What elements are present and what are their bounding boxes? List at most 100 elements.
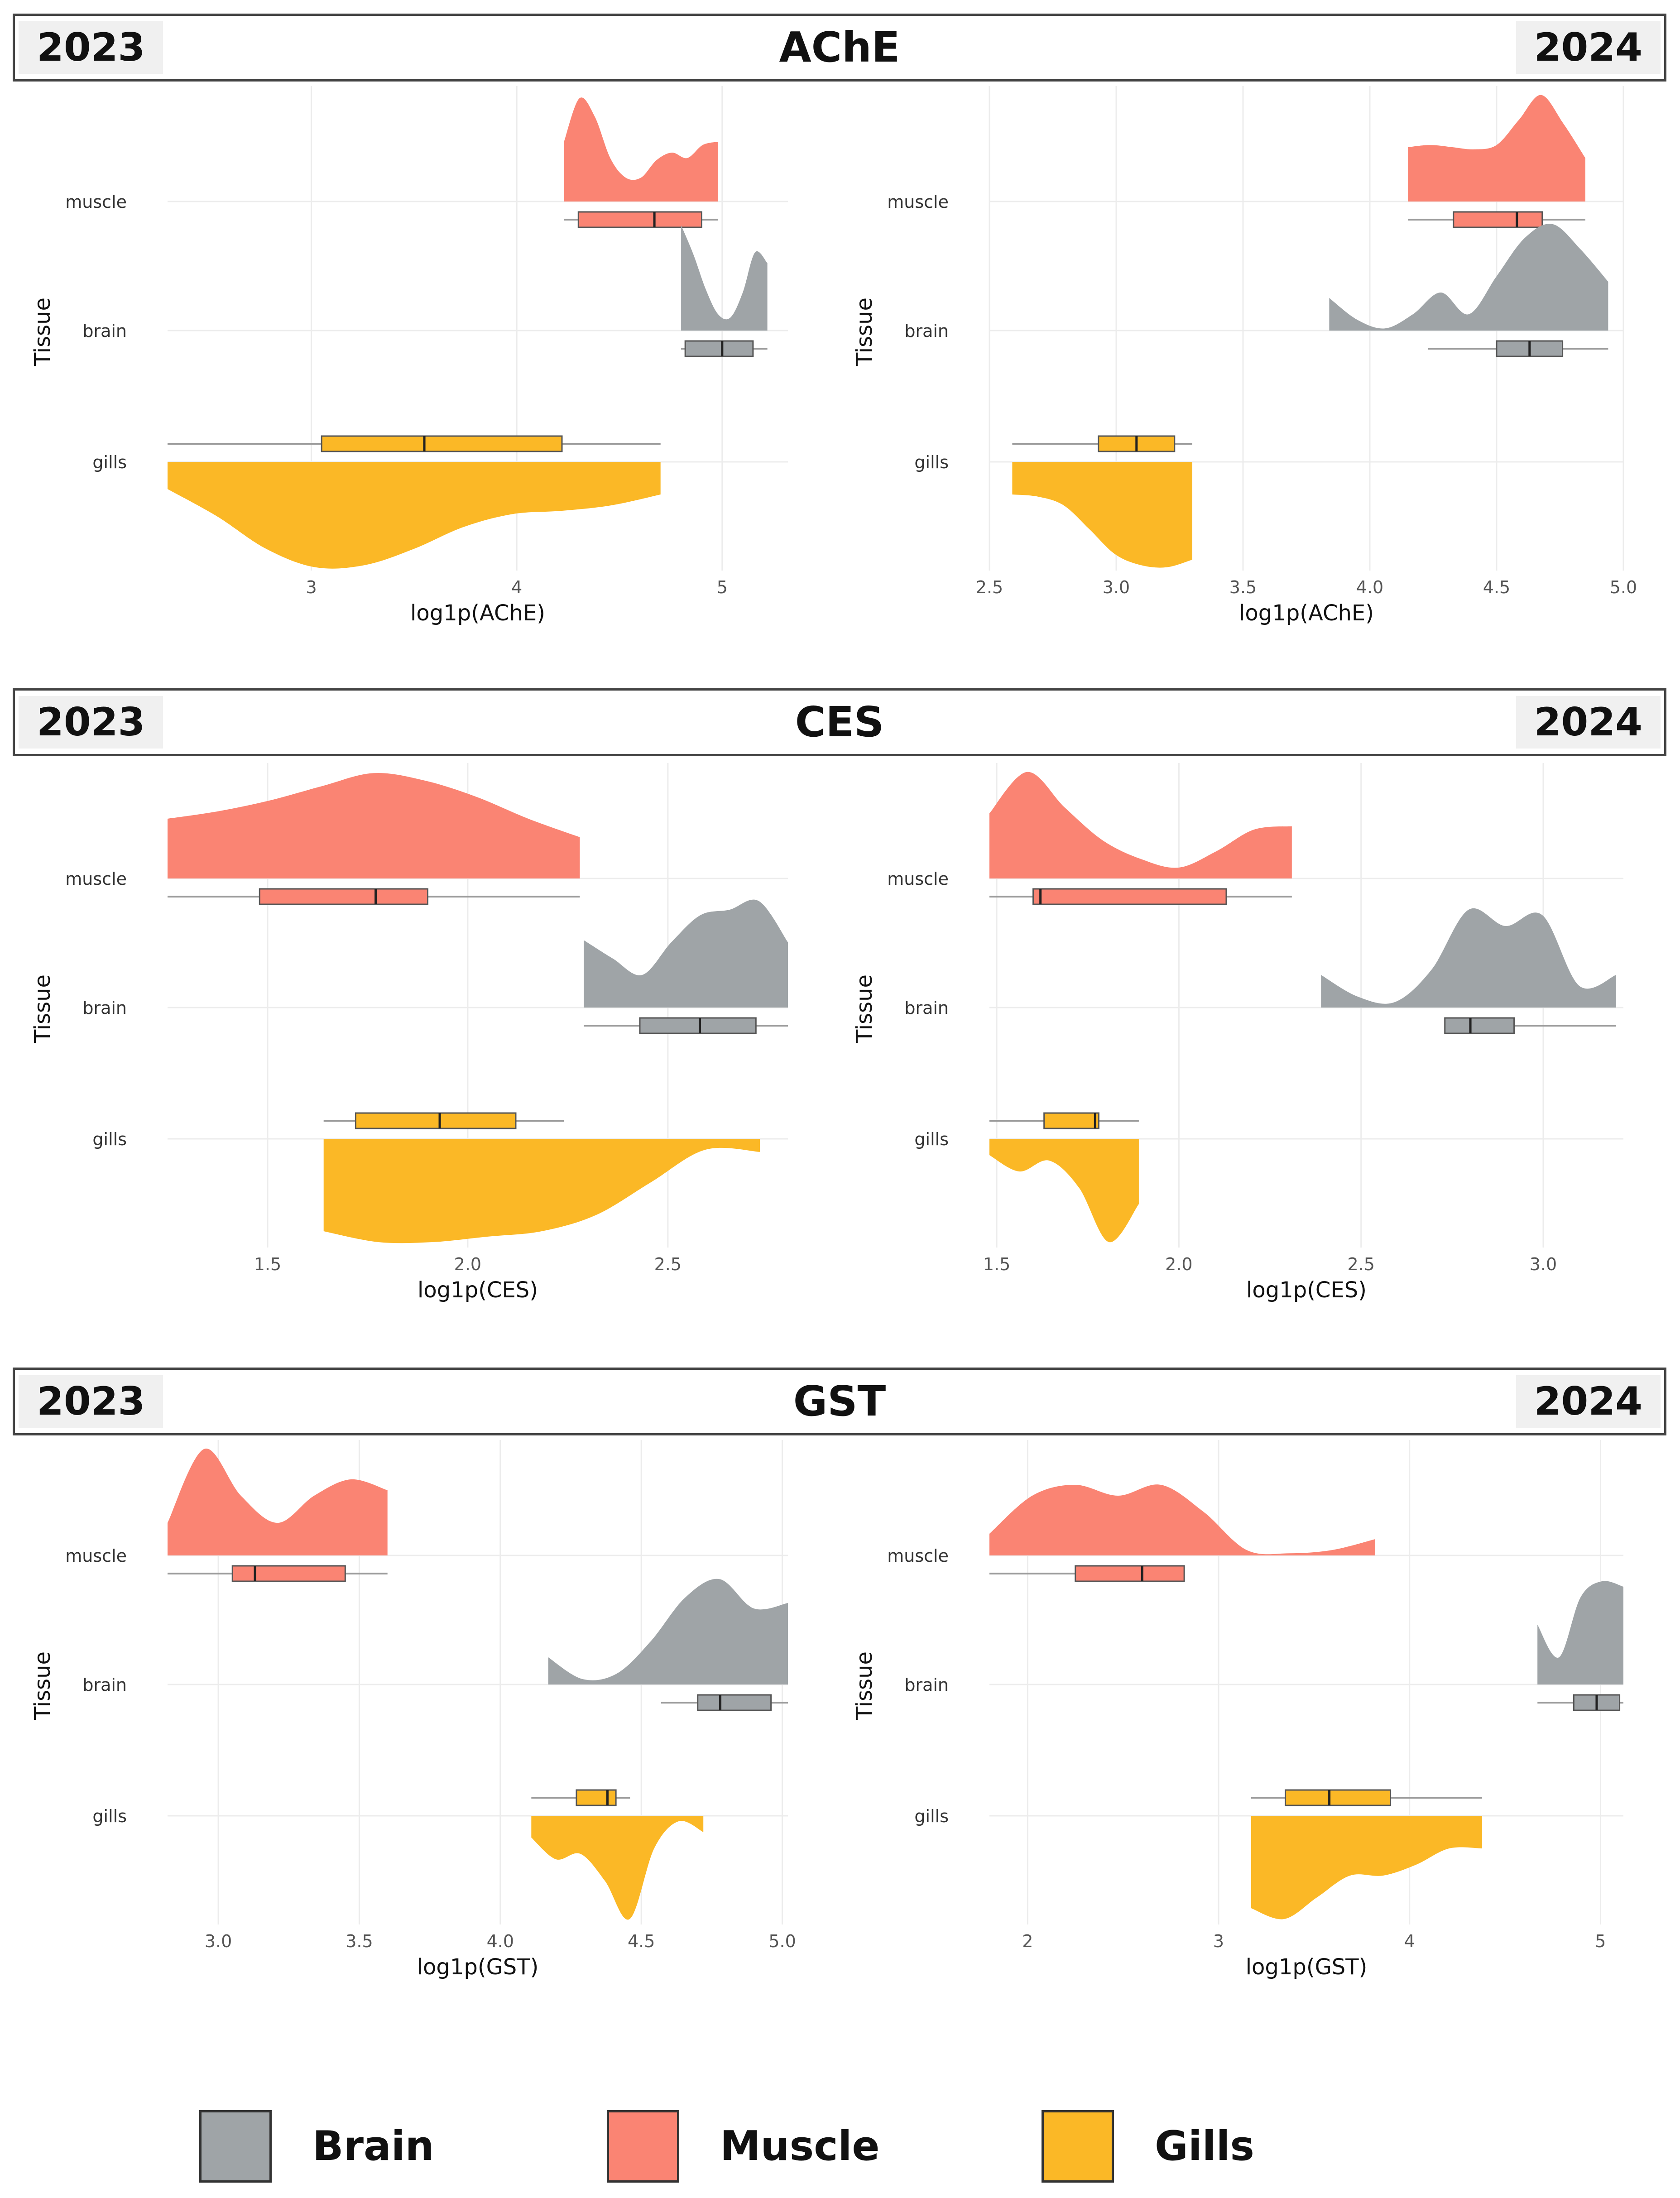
y-tick-label: brain [82,321,127,341]
density-cloud-muscle [989,1484,1375,1555]
density-cloud-gills [168,462,661,569]
section-title-ces: CES [795,698,884,746]
box-gills [321,435,563,452]
x-tick-label: 3.0 [1103,577,1130,597]
box-muscle [1453,211,1543,228]
box-muscle [259,888,429,905]
legend-swatch-gills [1042,2110,1114,2183]
box-brain [639,1017,757,1034]
box-gills [576,1789,617,1806]
x-tick-label: 1.5 [983,1254,1010,1274]
box-gills [1285,1789,1392,1806]
chart-ces-2023: 1.5 2.0 2.5 muscle brain gills log1p(CES) Tissu… [30,763,788,1303]
y-tick-label: gills [92,1129,127,1149]
box-muscle [1032,888,1227,905]
year-label-right-gst: 2024 [1516,1375,1661,1428]
density-cloud-brain [584,899,788,1008]
box-gills [1043,1112,1099,1129]
box-muscle [231,1565,346,1582]
box-brain [697,1694,772,1711]
density-cloud-muscle [989,772,1292,878]
x-tick-label: 2 [1022,1931,1033,1951]
chart-ache-2024: 2.5 3.0 3.5 4.0 4.5 5.0 muscle brain gills log1p(… [852,86,1637,626]
y-axis-title: Tissue [852,1651,877,1720]
density-cloud-gills [323,1139,760,1243]
x-tick-label: 5.0 [768,1931,796,1951]
y-tick-label: gills [92,1806,127,1826]
x-axis-title: log1p(AChE) [1239,600,1374,626]
x-tick-label: 4.0 [1356,577,1383,597]
box-gills [355,1112,517,1129]
box-muscle [1075,1565,1185,1582]
x-axis-title: log1p(CES) [1246,1277,1367,1303]
legend-label-gills: Gills [1155,2122,1254,2170]
y-axis-title: Tissue [30,1651,55,1720]
x-tick-label: 4.0 [487,1931,514,1951]
year-label-right-ces: 2024 [1516,696,1661,749]
x-tick-label: 4 [1404,1931,1415,1951]
y-tick-label: muscle [65,1546,127,1566]
y-tick-label: gills [914,452,949,472]
x-tick-label: 3 [306,577,317,597]
y-tick-label: gills [914,1129,949,1149]
x-axis-title: log1p(AChE) [410,600,545,626]
legend-swatch-brain [199,2110,272,2183]
y-axis-title: Tissue [30,298,55,366]
y-tick-label: brain [904,1675,949,1695]
y-axis-title: Tissue [30,974,55,1043]
x-tick-label: 5 [717,577,728,597]
chart-gst-2023: 3.0 3.5 4.0 4.5 5.0 muscle brain gills log1p(GST… [30,1440,796,1980]
x-tick-label: 2.5 [654,1254,682,1274]
density-cloud-gills [531,1816,704,1920]
x-tick-label: 3 [1213,1931,1224,1951]
density-cloud-gills [1012,462,1192,568]
y-tick-label: brain [904,321,949,341]
section-banner-ces: CES 2023 2024 [13,688,1666,756]
x-tick-label: 5.0 [1610,577,1637,597]
box-brain [1444,1017,1515,1034]
legend-label-muscle: Muscle [720,2122,880,2170]
density-cloud-gills [1251,1816,1482,1920]
density-cloud-brain [1537,1581,1623,1684]
x-tick-label: 1.5 [254,1254,281,1274]
section-title-gst: GST [793,1377,886,1425]
year-label-left-ces: 2023 [19,696,163,749]
chart-ache-2023: 3 4 5 muscle brain gills log1p(AChE) Tissue [30,86,788,626]
year-label-left-gst: 2023 [19,1375,163,1428]
y-axis-title: Tissue [852,974,877,1043]
y-tick-label: brain [82,998,127,1018]
box-muscle [577,211,702,228]
density-cloud-brain [1321,908,1616,1008]
x-tick-label: 3.5 [1229,577,1257,597]
density-cloud-muscle [168,773,580,878]
density-cloud-muscle [564,97,718,202]
density-cloud-muscle [168,1448,388,1555]
x-tick-label: 5 [1595,1931,1606,1951]
box-brain [684,340,754,357]
x-tick-label: 2.5 [1347,1254,1374,1274]
density-cloud-gills [989,1139,1139,1243]
density-cloud-brain [1329,224,1608,331]
year-label-left-ache: 2023 [19,21,163,74]
x-tick-label: 4.5 [628,1931,655,1951]
density-cloud-brain [548,1579,788,1684]
y-tick-label: muscle [887,869,949,889]
y-tick-label: muscle [887,192,949,212]
y-tick-label: muscle [65,869,127,889]
y-tick-label: muscle [887,1546,949,1566]
density-cloud-muscle [1408,95,1585,202]
x-tick-label: 4 [511,577,522,597]
x-tick-label: 3.0 [205,1931,232,1951]
section-banner-gst: GST 2023 2024 [13,1368,1666,1435]
y-tick-label: muscle [65,192,127,212]
x-axis-title: log1p(GST) [1246,1954,1368,1980]
density-cloud-brain [681,225,768,331]
x-axis-title: log1p(GST) [417,1954,539,1980]
section-banner-ache: AChE 2023 2024 [13,14,1666,82]
y-tick-label: gills [914,1806,949,1826]
x-tick-label: 2.0 [1165,1254,1192,1274]
section-title-ache: AChE [779,23,900,72]
x-axis-title: log1p(CES) [418,1277,538,1303]
x-tick-label: 3.0 [1530,1254,1557,1274]
legend-label-brain: Brain [312,2122,434,2170]
